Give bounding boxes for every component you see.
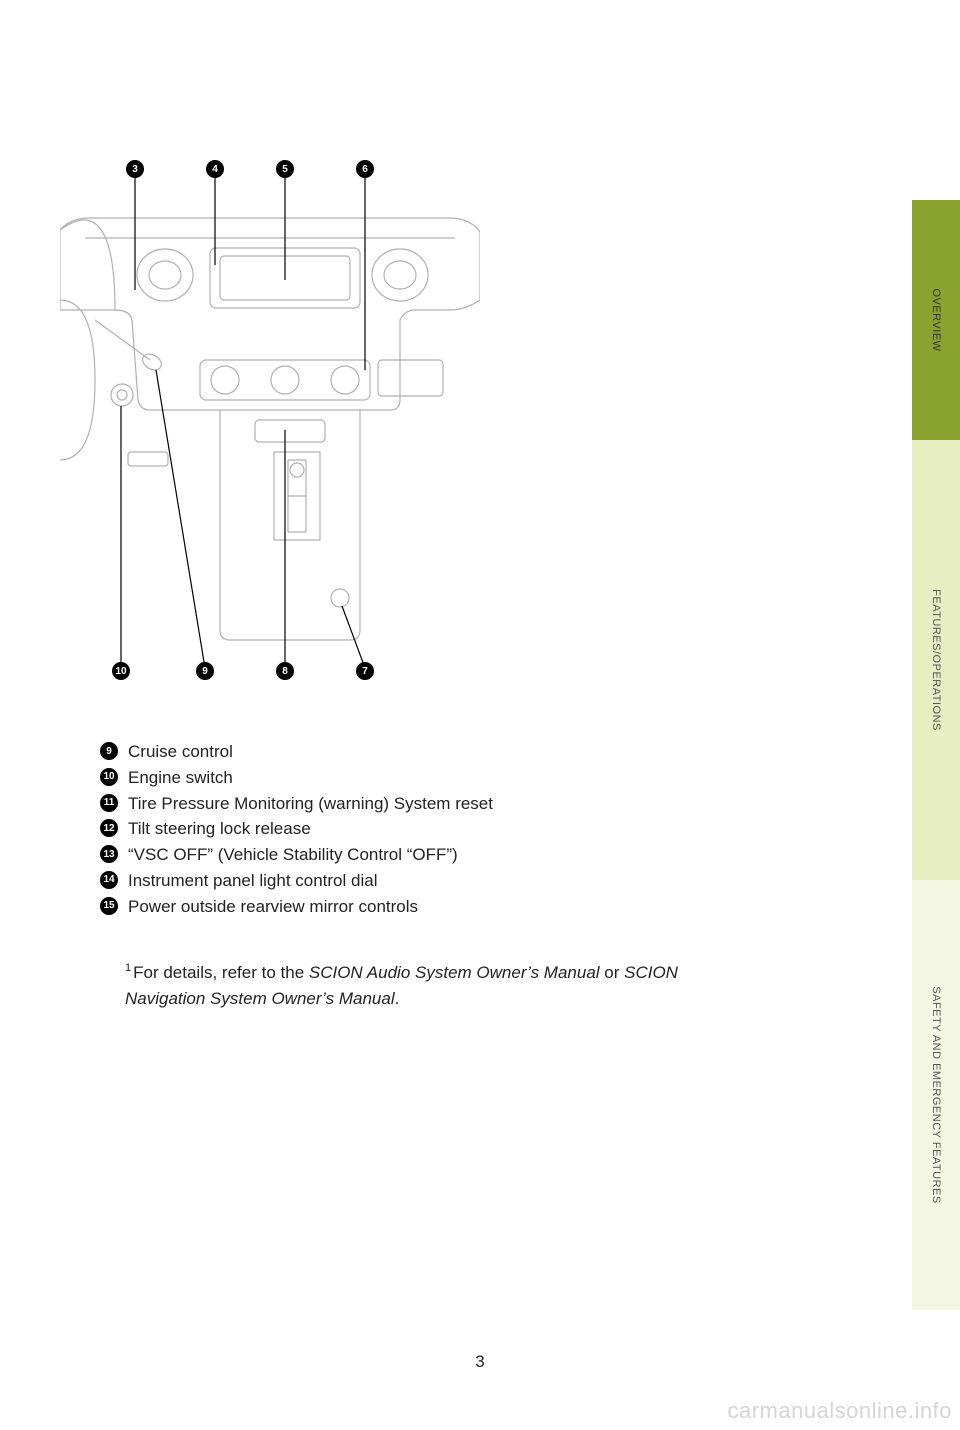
footnote-before: For details, refer to the [133, 963, 309, 982]
watermark: carmanualsonline.info [727, 1398, 952, 1424]
tab-overview[interactable]: OVERVIEW [912, 200, 960, 440]
legend-row: 15 Power outside rearview mirror controls [100, 895, 700, 919]
footnote-mid: or [600, 963, 625, 982]
diagram-callout: 8 [276, 662, 294, 680]
legend-text: Instrument panel light control dial [128, 869, 377, 893]
tab-overview-label: OVERVIEW [930, 288, 942, 351]
diagram-callout: 10 [112, 662, 130, 680]
legend-row: 14 Instrument panel light control dial [100, 869, 700, 893]
legend-bullet: 10 [100, 768, 118, 786]
dashboard-diagram: 3 4 5 6 10 9 8 7 [60, 160, 480, 680]
diagram-callout: 4 [206, 160, 224, 178]
legend-bullet: 14 [100, 871, 118, 889]
legend-row: 13 “VSC OFF” (Vehicle Stability Control “… [100, 843, 700, 867]
legend-text: Tilt steering lock release [128, 817, 311, 841]
page: OVERVIEW FEATURES/OPERATIONS SAFETY AND … [0, 0, 960, 1430]
tab-safety-label: SAFETY AND EMERGENCY FEATURES [930, 986, 942, 1203]
footnote: 1For details, refer to the SCION Audio S… [125, 960, 715, 1011]
footnote-italic-1: SCION Audio System Owner’s Manual [309, 963, 600, 982]
legend-text: Cruise control [128, 740, 233, 764]
tab-features-label: FEATURES/OPERATIONS [930, 589, 942, 731]
footnote-sup: 1 [125, 962, 131, 974]
legend-text: “VSC OFF” (Vehicle Stability Control “OF… [128, 843, 458, 867]
legend-row: 12 Tilt steering lock release [100, 817, 700, 841]
legend-row: 10 Engine switch [100, 766, 700, 790]
legend-text: Tire Pressure Monitoring (warning) Syste… [128, 792, 493, 816]
legend-row: 9 Cruise control [100, 740, 700, 764]
legend-bullet: 12 [100, 819, 118, 837]
diagram-callout: 9 [196, 662, 214, 680]
legend-bullet: 9 [100, 742, 118, 760]
footnote-after: . [395, 989, 400, 1008]
page-number: 3 [0, 1352, 960, 1372]
diagram-callout: 7 [356, 662, 374, 680]
legend-text: Engine switch [128, 766, 233, 790]
section-tabs: OVERVIEW FEATURES/OPERATIONS SAFETY AND … [912, 0, 960, 1430]
legend-text: Power outside rearview mirror controls [128, 895, 418, 919]
legend-bullet: 15 [100, 897, 118, 915]
diagram-callout: 5 [276, 160, 294, 178]
legend-row: 11 Tire Pressure Monitoring (warning) Sys… [100, 792, 700, 816]
dashboard-svg [60, 160, 480, 680]
diagram-callout: 3 [126, 160, 144, 178]
tab-features-operations[interactable]: FEATURES/OPERATIONS [912, 440, 960, 880]
legend-bullet: 13 [100, 845, 118, 863]
diagram-callout: 6 [356, 160, 374, 178]
legend-list: 9 Cruise control 10 Engine switch 11 Tire Pre… [100, 740, 700, 921]
tab-safety-emergency[interactable]: SAFETY AND EMERGENCY FEATURES [912, 880, 960, 1310]
legend-bullet: 11 [100, 794, 118, 812]
